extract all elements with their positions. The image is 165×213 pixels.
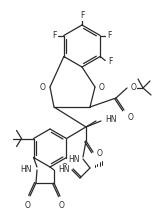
Text: O: O (25, 201, 31, 210)
Text: F: F (108, 57, 113, 66)
Text: F: F (80, 12, 84, 20)
Text: O: O (97, 148, 103, 157)
Text: HN: HN (68, 154, 80, 164)
Text: O: O (131, 82, 137, 92)
Text: O: O (40, 82, 46, 92)
Text: O: O (62, 164, 68, 173)
Text: O: O (99, 82, 105, 92)
Text: HN: HN (20, 166, 32, 174)
Text: O: O (59, 201, 65, 210)
Text: HN: HN (105, 115, 116, 125)
Text: F: F (107, 31, 111, 40)
Text: O: O (128, 113, 134, 122)
Text: F: F (53, 31, 57, 40)
Text: HN: HN (58, 166, 69, 174)
